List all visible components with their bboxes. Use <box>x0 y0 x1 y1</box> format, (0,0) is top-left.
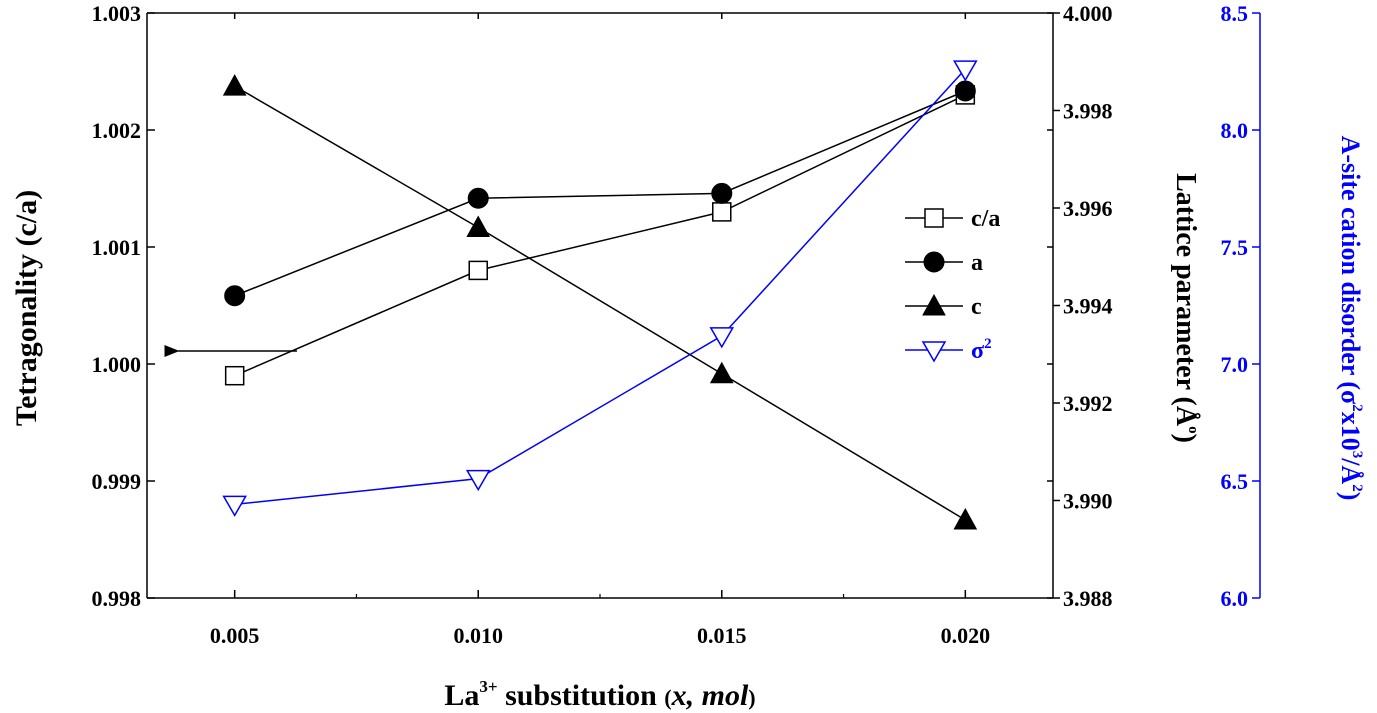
left-tick-label: 1.001 <box>92 235 142 260</box>
disorder-tick-label: 8.5 <box>1221 1 1249 26</box>
lattice-tick-label: 3.998 <box>1063 99 1113 124</box>
disorder-axis: 6.0 6.5 7.0 7.5 8.0 8.5 <box>1221 1 1261 611</box>
left-axis: 0.998 0.999 1.000 1.001 1.002 1.003 <box>92 1 1053 611</box>
legend: c/a ac σ2 <box>905 206 1000 364</box>
left-tick-label: 0.998 <box>92 586 142 611</box>
point-sigma2 <box>709 327 735 349</box>
y-axis-title: Tetragonality (c/a) <box>10 190 43 426</box>
lattice-tick-label: 3.992 <box>1063 391 1113 416</box>
left-tick-label: 0.999 <box>92 469 142 494</box>
lattice-tick-label: 3.990 <box>1063 489 1113 514</box>
series-line-c <box>234 85 966 521</box>
point-c-over-a <box>468 260 488 281</box>
lattice-tick-label: 3.994 <box>1063 294 1113 319</box>
lattice-tick-label: 3.988 <box>1063 586 1113 611</box>
legend-label: a <box>971 250 983 276</box>
legend-label: c <box>971 294 982 320</box>
point-a <box>711 182 733 204</box>
legend-label: σ2 <box>971 336 992 364</box>
series-layer <box>222 60 978 530</box>
x-tick-label: 0.010 <box>453 623 503 648</box>
point-c <box>709 361 734 384</box>
x-axis-title: La3+ substitution (x, mol) <box>444 677 755 712</box>
point-c <box>222 74 247 96</box>
disorder-tick-label: 6.5 <box>1221 469 1249 494</box>
legend-marker <box>924 208 944 228</box>
disorder-tick-label: 6.0 <box>1221 586 1249 611</box>
lattice-axis-title: Lattice parameter (Åo) <box>1170 173 1201 443</box>
disorder-tick-label: 8.0 <box>1221 118 1249 143</box>
disorder-tick-label: 7.0 <box>1221 352 1249 377</box>
disorder-tick-label: 7.5 <box>1221 235 1249 260</box>
left-tick-label: 1.000 <box>92 352 142 377</box>
legend-marker <box>923 251 945 273</box>
point-a <box>467 187 489 209</box>
point-c <box>466 215 491 237</box>
x-axis: 0.005 0.010 0.015 0.020 <box>210 13 990 648</box>
left-tick-label: 1.003 <box>92 1 142 26</box>
x-tick-label: 0.015 <box>697 623 747 648</box>
series-line-sigma2 <box>234 68 966 506</box>
point-a <box>224 285 246 307</box>
point-c-over-a <box>224 365 245 386</box>
point-sigma2 <box>222 495 247 517</box>
series-line-c-over-a <box>234 94 966 377</box>
legend-marker <box>922 293 946 316</box>
lattice-tick-label: 3.996 <box>1063 196 1113 221</box>
legend-marker <box>921 341 947 363</box>
disorder-axis-title: A-site cation disorder (σ2x103/Å2) <box>1336 136 1365 501</box>
point-sigma2 <box>953 60 978 82</box>
left-tick-label: 1.002 <box>92 118 142 143</box>
legend-label: c/a <box>971 206 1000 232</box>
point-sigma2 <box>465 469 491 492</box>
point-a <box>954 80 976 102</box>
lattice-tick-label: 4.000 <box>1063 1 1113 26</box>
series-line-a <box>234 90 966 297</box>
point-c-over-a <box>712 202 732 222</box>
point-c <box>953 507 978 530</box>
x-tick-label: 0.005 <box>210 623 260 648</box>
lattice-axis: 3.988 3.990 3.992 3.994 3.996 3.998 4.000 <box>1053 1 1113 611</box>
x-tick-label: 0.020 <box>941 623 991 648</box>
